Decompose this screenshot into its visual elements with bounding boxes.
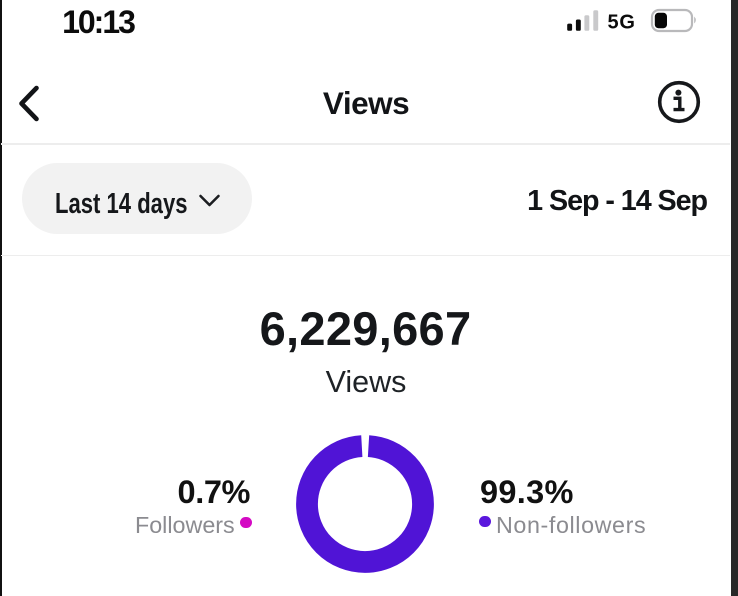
svg-text:5G: 5G [608,12,636,34]
